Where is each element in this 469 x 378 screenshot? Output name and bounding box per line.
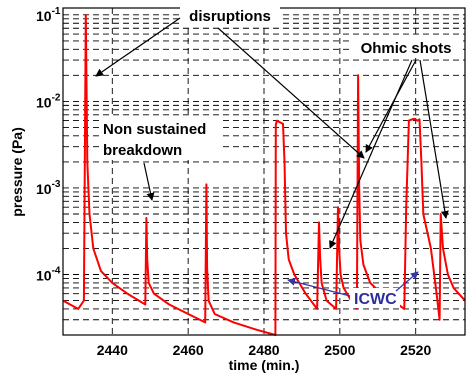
y-tick-label: 10-3: [36, 179, 61, 197]
x-tick-label: 2440: [97, 342, 128, 358]
y-tick-label: 10-2: [36, 92, 61, 110]
disruptions-label: disruptions: [189, 8, 271, 25]
disruptions-pointer-right: [217, 27, 365, 159]
x-tick-label: 2500: [324, 342, 355, 358]
x-tick-label: 2480: [248, 342, 279, 358]
disruptions-pointer-left: [95, 17, 181, 77]
x-tick-label: 2520: [400, 342, 431, 358]
nonsustained-label-line2: breakdown: [103, 142, 182, 159]
x-tick-labels: 2440 2460 2480 2500 2520: [97, 342, 432, 358]
nonsustained-label-line1: Non sustained: [103, 121, 206, 138]
nonsustained-pointer: [143, 162, 155, 201]
y-tick-labels: 10-1 10-2 10-3 10-4: [36, 6, 61, 284]
x-axis-label: time (min.): [229, 357, 300, 373]
series-line-pressure: [62, 13, 466, 336]
disruptions-label-bg: [180, 6, 280, 26]
icwc-label: ICWC: [354, 291, 397, 308]
icwc-label-bg: [350, 288, 400, 308]
y-axis-label: pressure (Pa): [9, 127, 25, 216]
y-tick-label: 10-4: [36, 266, 61, 284]
nonsustained-label-bg: [100, 118, 222, 160]
y-tick-label: 10-1: [36, 6, 61, 24]
ohmic-pointer-3: [419, 59, 449, 219]
icwc-pointer-left: [287, 277, 351, 297]
ohmic-pointer-2: [365, 59, 417, 153]
ohmic-label-bg: [350, 38, 460, 58]
ohmic-label: Ohmic shots: [361, 40, 452, 57]
x-tick-label: 2460: [173, 342, 204, 358]
icwc-pointer-right: [395, 271, 419, 292]
ohmic-pointer-1: [329, 59, 413, 249]
